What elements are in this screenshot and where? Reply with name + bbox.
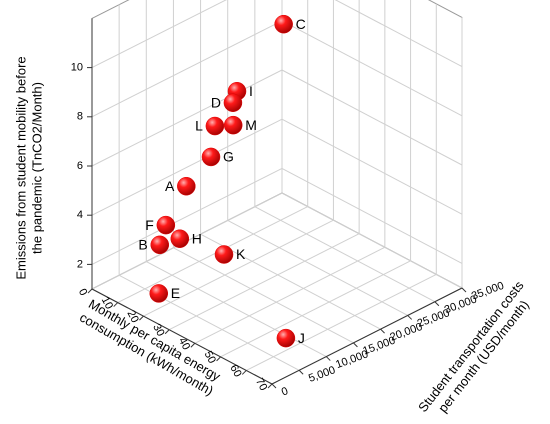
grid-line xyxy=(173,247,354,344)
grid-line xyxy=(91,69,283,167)
z-tick-label: 4 xyxy=(77,209,83,221)
point-label: B xyxy=(138,237,147,253)
point-label: A xyxy=(165,178,175,194)
tick xyxy=(434,301,440,307)
tick xyxy=(461,287,467,293)
grid-line xyxy=(281,69,463,166)
points: C I DL MG A K F H B E J xyxy=(138,14,306,348)
x-tick-label: 30 xyxy=(150,322,166,338)
z-axis-title: Emissions from student mobility before xyxy=(13,56,28,279)
tick xyxy=(241,370,247,375)
grid-line xyxy=(118,274,300,371)
grid-line xyxy=(227,219,408,316)
z-tick-label: 8 xyxy=(77,111,83,123)
point xyxy=(214,245,234,264)
point xyxy=(276,328,296,348)
grid-line xyxy=(281,118,463,215)
point-label: J xyxy=(298,330,305,346)
grid-line xyxy=(281,167,463,264)
grid-line xyxy=(281,20,463,117)
x-tick-label: 50 xyxy=(202,349,218,365)
y-tick-label: 5,000 xyxy=(307,364,337,385)
grid-line xyxy=(91,167,283,265)
tick xyxy=(190,342,196,348)
point xyxy=(223,115,243,135)
tick xyxy=(298,369,304,375)
grid-line xyxy=(281,192,463,289)
tick xyxy=(113,302,119,307)
point xyxy=(274,14,293,34)
tick xyxy=(139,315,144,321)
point-label: F xyxy=(145,217,154,233)
grid-line xyxy=(254,206,436,303)
grid-line xyxy=(143,219,334,317)
grid-line xyxy=(91,20,283,118)
y-axis xyxy=(271,287,463,385)
grid-line xyxy=(220,260,411,358)
point xyxy=(156,215,176,235)
point-label: H xyxy=(192,230,202,246)
z-axis-title: the pandemic (TnCO2/Month) xyxy=(29,82,44,254)
z-tick-label: 6 xyxy=(77,160,83,172)
tick xyxy=(271,383,277,389)
tick xyxy=(325,356,331,361)
tick xyxy=(87,288,93,294)
point-label: D xyxy=(211,94,221,110)
point-label: K xyxy=(236,246,246,262)
point-label: I xyxy=(249,83,253,99)
x-tick-label: 0 xyxy=(76,287,89,298)
point-label: M xyxy=(245,117,257,133)
point xyxy=(205,116,225,136)
grid-line xyxy=(168,233,360,331)
grid-line xyxy=(117,206,308,304)
z-tick-label: 2 xyxy=(77,258,83,270)
grid-line xyxy=(146,261,327,358)
grid-line xyxy=(246,273,437,371)
tick xyxy=(164,329,170,335)
point xyxy=(149,284,169,303)
point xyxy=(170,229,190,248)
z-tick-label: 10 xyxy=(71,62,83,74)
grid-line xyxy=(91,0,227,69)
tick xyxy=(267,383,273,389)
tick xyxy=(407,315,413,320)
x-axis xyxy=(91,288,273,385)
point-label: C xyxy=(296,16,306,32)
point xyxy=(177,176,196,196)
point xyxy=(201,147,221,167)
point-label: L xyxy=(195,118,203,134)
tick xyxy=(216,356,221,362)
x-tick-label: 40 xyxy=(176,336,192,352)
y-tick-label: 0 xyxy=(280,385,290,398)
x-tick-label: 60 xyxy=(227,363,243,379)
grid-line xyxy=(194,246,386,344)
x-tick-label: 10 xyxy=(99,295,115,311)
point-label: G xyxy=(223,149,234,165)
point xyxy=(223,93,243,112)
point-label: E xyxy=(171,285,180,301)
tick xyxy=(353,342,358,348)
x-tick-label: 70 xyxy=(253,376,269,392)
x-tick-label: 20 xyxy=(124,308,140,324)
grid-line xyxy=(91,118,283,216)
grid-line xyxy=(334,0,463,68)
point xyxy=(150,235,170,255)
tick xyxy=(380,328,385,334)
